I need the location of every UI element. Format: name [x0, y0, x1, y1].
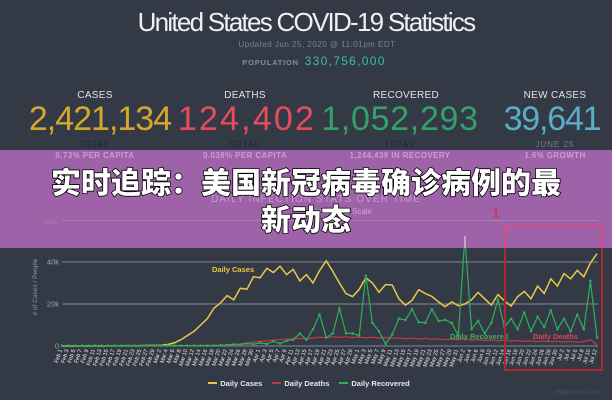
svg-text:Jun 26: Jun 26 [535, 349, 546, 367]
svg-text:Feb 1: Feb 1 [54, 349, 64, 364]
svg-text:May 5: May 5 [364, 349, 374, 365]
svg-text:Feb 5: Feb 5 [67, 349, 77, 364]
svg-text:Feb 13: Feb 13 [93, 349, 104, 367]
svg-text:Mar 12: Mar 12 [185, 349, 196, 367]
svg-text:Apr 11: Apr 11 [285, 349, 296, 366]
svg-text:Jul 8: Jul 8 [576, 349, 585, 362]
svg-text:May 3: May 3 [357, 349, 367, 365]
svg-text:Mar 10: Mar 10 [178, 349, 189, 367]
svg-text:Mar 24: Mar 24 [225, 349, 236, 367]
svg-text:Mar 18: Mar 18 [205, 349, 216, 367]
svg-text:Apr 27: Apr 27 [337, 349, 348, 366]
svg-text:Mar 28: Mar 28 [238, 349, 249, 367]
svg-text:Apr 7: Apr 7 [272, 349, 282, 363]
svg-text:May 11: May 11 [383, 349, 394, 368]
svg-text:Apr 15: Apr 15 [298, 349, 309, 366]
svg-text:Mar 6: Mar 6 [166, 349, 176, 364]
svg-text:Mar 8: Mar 8 [173, 349, 183, 364]
svg-text:Mar 2: Mar 2 [153, 349, 163, 364]
svg-text:May 27: May 27 [436, 349, 447, 368]
svg-text:Mar 4: Mar 4 [160, 349, 170, 364]
svg-text:Feb 19: Feb 19 [112, 349, 123, 367]
svg-text:May 15: May 15 [396, 349, 407, 368]
svg-text:Jun 2: Jun 2 [457, 349, 467, 364]
svg-text:Apr 9: Apr 9 [279, 349, 289, 363]
svg-text:Apr 1: Apr 1 [252, 349, 262, 363]
svg-text:Apr 19: Apr 19 [311, 349, 322, 366]
svg-text:Feb 29: Feb 29 [145, 349, 156, 367]
svg-text:Mar 26: Mar 26 [231, 349, 242, 367]
svg-text:Mar 22: Mar 22 [218, 349, 229, 367]
svg-text:May 7: May 7 [371, 349, 381, 365]
svg-text:Mar 30: Mar 30 [244, 349, 255, 367]
svg-text:Jul 2: Jul 2 [557, 349, 566, 362]
svg-text:Apr 23: Apr 23 [324, 349, 335, 366]
svg-text:Apr 25: Apr 25 [331, 349, 342, 366]
svg-text:Mar 16: Mar 16 [198, 349, 209, 367]
svg-text:May 29: May 29 [442, 349, 453, 368]
svg-text:Daily Recovered: Daily Recovered [450, 332, 509, 341]
svg-text:Feb 21: Feb 21 [119, 349, 130, 367]
svg-text:Feb 23: Feb 23 [126, 349, 137, 367]
svg-text:May 19: May 19 [409, 349, 420, 368]
svg-text:Jun 8: Jun 8 [477, 349, 487, 364]
svg-text:Apr 3: Apr 3 [259, 349, 269, 363]
svg-text:May 17: May 17 [403, 349, 414, 368]
svg-text:Daily Cases: Daily Cases [212, 265, 254, 274]
svg-text:May 25: May 25 [429, 349, 440, 368]
svg-text:0: 0 [55, 342, 59, 351]
svg-text:Daily Deaths: Daily Deaths [533, 332, 578, 341]
svg-text:Jul 12: Jul 12 [589, 349, 599, 365]
svg-text:Feb 17: Feb 17 [106, 349, 117, 367]
svg-text:Highcharts.com: Highcharts.com [555, 389, 600, 396]
svg-text:Jun 30: Jun 30 [548, 349, 559, 367]
svg-text:Jun 22: Jun 22 [522, 349, 533, 367]
svg-text:May 23: May 23 [423, 349, 434, 368]
svg-text:Jun 24: Jun 24 [529, 349, 540, 367]
svg-text:Apr 5: Apr 5 [266, 349, 276, 363]
svg-text:Apr 13: Apr 13 [291, 349, 302, 366]
svg-text:Jun 14: Jun 14 [496, 349, 507, 367]
svg-text:May 9: May 9 [377, 349, 387, 365]
svg-text:Jul 6: Jul 6 [570, 349, 579, 362]
svg-text:Mar 14: Mar 14 [192, 349, 203, 367]
svg-text:Apr 29: Apr 29 [344, 349, 355, 366]
svg-text:Mar 20: Mar 20 [211, 349, 222, 367]
svg-text:Jun 16: Jun 16 [502, 349, 513, 367]
svg-text:Jul 4: Jul 4 [563, 349, 572, 362]
svg-text:Jun 18: Jun 18 [509, 349, 520, 367]
svg-text:Feb 25: Feb 25 [132, 349, 143, 367]
svg-text:Jun 20: Jun 20 [515, 349, 526, 367]
svg-text:Apr 17: Apr 17 [304, 349, 315, 366]
svg-text:Jun 28: Jun 28 [542, 349, 553, 367]
svg-text:Jul 10: Jul 10 [582, 349, 592, 365]
svg-text:Feb 3: Feb 3 [60, 349, 70, 364]
svg-text:Feb 7: Feb 7 [74, 349, 84, 364]
svg-text:20k: 20k [47, 300, 59, 309]
svg-text:Apr 21: Apr 21 [317, 349, 328, 366]
svg-text:Feb 15: Feb 15 [99, 349, 110, 367]
svg-text:Feb 9: Feb 9 [80, 349, 90, 364]
svg-text:Jun 10: Jun 10 [482, 349, 493, 367]
svg-text:May 31: May 31 [449, 349, 460, 368]
svg-text:Jun 12: Jun 12 [489, 349, 500, 367]
svg-text:May 13: May 13 [390, 349, 401, 368]
svg-text:Feb 11: Feb 11 [86, 349, 97, 367]
svg-text:40k: 40k [47, 258, 59, 267]
svg-text:Jun 4: Jun 4 [464, 349, 474, 364]
svg-text:May 1: May 1 [351, 349, 361, 365]
svg-text:Feb 27: Feb 27 [139, 349, 150, 367]
svg-text:May 21: May 21 [416, 349, 427, 368]
svg-text:Jun 6: Jun 6 [470, 349, 480, 364]
svg-text:# of Cases / People: # of Cases / People [32, 258, 39, 315]
